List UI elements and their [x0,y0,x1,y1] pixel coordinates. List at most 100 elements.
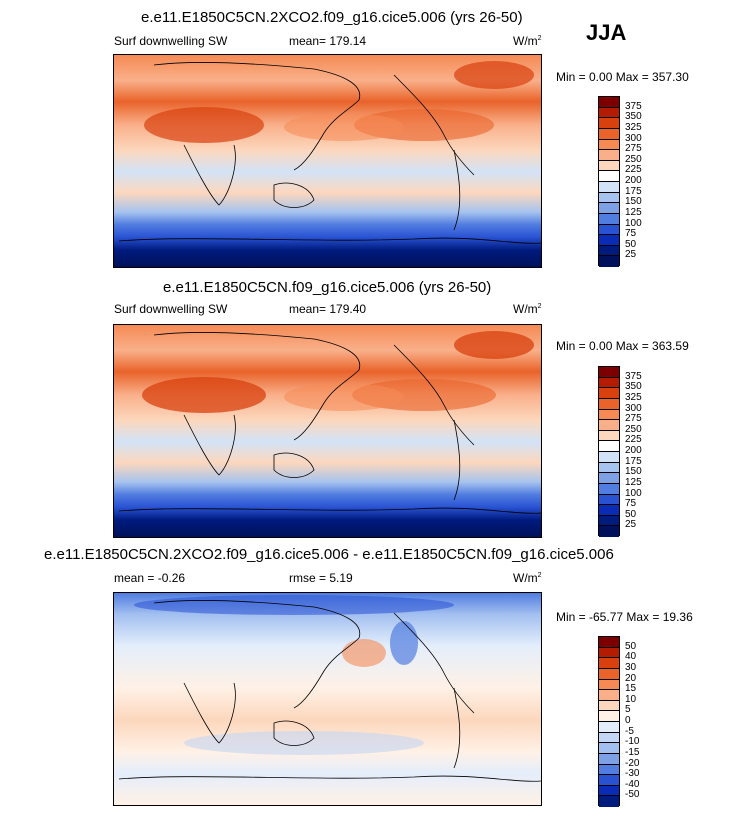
colorbar-cell [599,690,619,701]
colorbar-cell [599,785,619,797]
panel-3-title: e.e11.E1850C5CN.2XCO2.f09_g16.cice5.006 … [44,546,614,563]
panel-2-minmax: Min = 0.00 Max = 363.59 [556,339,689,353]
colorbar-cell [599,409,619,421]
colorbar-tick-label: 200 [625,175,642,186]
colorbar-cell [599,722,619,733]
colorbar-cell [599,245,619,257]
panel-3-colorbar-labels: 50 40 30 20 15 10 5 0 -5 -10 -15 -20 -30 -40 -50 [625,636,665,806]
colorbar-cell [599,430,619,442]
colorbar-tick-label: 75 [625,498,637,510]
colorbar-tick-label: 250 [625,423,642,435]
colorbar-tick-label: 150 [625,196,642,208]
colorbar-cell [599,515,619,527]
panel-2-field [114,325,541,537]
panel-3-field [114,593,541,805]
colorbar-cell [599,224,619,236]
panel-2-title: e.e11.E1850C5CN.f09_g16.cice5.006 (yrs 2… [163,279,492,296]
colorbar-tick-label: 250 [625,153,642,165]
colorbar-tick-label: 40 [625,651,637,663]
colorbar-cell [599,452,619,463]
colorbar-tick-label: 50 [625,640,637,652]
colorbar-tick-label: 225 [625,434,642,446]
colorbar-tick-label: 325 [625,391,642,403]
colorbar-tick-label: 300 [625,132,642,144]
panel-3-colorbar [598,636,620,807]
colorbar-cell [599,192,619,204]
colorbar-tick-label: 275 [625,413,642,425]
panel-1-field [114,55,541,267]
colorbar-tick-label: -50 [625,789,640,801]
colorbar-cell [599,743,619,754]
colorbar-tick-label: 25 [625,519,637,531]
colorbar-cell [599,679,619,691]
colorbar-tick-label: 125 [625,206,642,218]
colorbar-cell [599,107,619,119]
colorbar-tick-label: 100 [625,487,642,499]
colorbar-tick-label: 350 [625,111,642,123]
panel-1-colorbar-labels: 375 350 325 300 275 250 225 200 175 150 125 100 75 50… [625,96,665,266]
panel-3-mean: mean = -0.26 [114,571,186,585]
colorbar-cell [599,97,619,108]
colorbar-tick-label: -5 [625,725,634,737]
colorbar-cell [599,700,619,712]
colorbar-tick-label: 350 [625,381,642,393]
colorbar-cell [599,203,619,214]
panel-1-title: e.e11.E1850C5CN.2XCO2.f09_g16.cice5.006 … [141,9,523,26]
colorbar-cell [599,732,619,744]
colorbar-tick-label: 125 [625,476,642,488]
panel-3-units: W/m2 [513,571,542,585]
colorbar-cell [599,377,619,389]
colorbar-cell [599,398,619,410]
colorbar-cell [599,160,619,172]
colorbar-tick-label: -30 [625,768,640,780]
colorbar-cell [599,764,619,776]
colorbar-cell [599,711,619,722]
colorbar-cell [599,775,619,786]
panel-1-mean: mean= 179.14 [289,34,367,48]
panel-2-units: W/m2 [513,302,542,316]
panel-2-variable: Surf downwelling SW [114,302,228,316]
colorbar-cell [599,235,619,246]
colorbar-cell [599,668,619,680]
colorbar-tick-label: 30 [625,661,637,673]
colorbar-cell [599,796,619,807]
colorbar-cell [599,182,619,193]
colorbar-cell [599,256,619,267]
colorbar-tick-label: 175 [625,455,642,467]
colorbar-tick-label: 25 [625,249,637,261]
colorbar-cell [599,171,619,182]
panel-2-mean: mean= 179.40 [289,302,367,316]
colorbar-tick-label: 225 [625,164,642,176]
colorbar-cell [599,505,619,516]
colorbar-cell [599,388,619,399]
panel-1-map [113,54,542,268]
colorbar-cell [599,647,619,659]
colorbar-cell [599,420,619,431]
colorbar-cell [599,441,619,452]
colorbar-tick-label: -10 [625,736,640,748]
panel-2-colorbar-labels: 375 350 325 300 275 250 225 200 175 150 125 100 75 50… [625,366,665,536]
panel-1-colorbar [598,96,620,267]
colorbar-tick-label: 10 [625,693,637,705]
colorbar-cell [599,473,619,484]
colorbar-tick-label: 175 [625,185,642,197]
colorbar-cell [599,753,619,765]
colorbar-cell [599,139,619,151]
colorbar-cell [599,128,619,140]
colorbar-cell [599,526,619,537]
colorbar-cell [599,494,619,506]
colorbar-tick-label: -15 [625,746,640,758]
panel-1-minmax: Min = 0.00 Max = 357.30 [556,70,689,84]
colorbar-cell [599,483,619,495]
colorbar-tick-label: -40 [625,778,640,790]
colorbar-tick-label: -20 [625,757,640,769]
panel-3-map [113,592,542,806]
colorbar-tick-label: 300 [625,402,642,414]
colorbar-tick-label: 375 [625,100,642,112]
colorbar-tick-label: 5 [625,704,631,716]
panel-3-rmse: rmse = 5.19 [289,571,353,585]
colorbar-tick-label: 100 [625,217,642,229]
panel-1-units: W/m2 [513,34,542,48]
colorbar-tick-label: 200 [625,445,642,456]
colorbar-cell [599,658,619,669]
